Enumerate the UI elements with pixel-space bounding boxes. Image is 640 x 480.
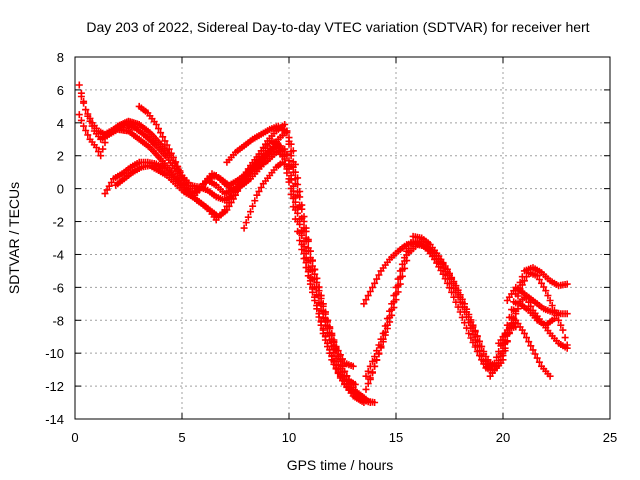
series-track-13	[495, 316, 554, 380]
x-tick-label: 15	[389, 430, 403, 445]
data-point-markers	[77, 93, 368, 406]
y-tick-label: -2	[52, 215, 64, 230]
y-tick-label: -6	[52, 280, 64, 295]
data-point-markers	[223, 122, 342, 360]
series-track-2	[77, 93, 368, 406]
x-tick-label: 10	[282, 430, 296, 445]
y-tick-label: -12	[45, 379, 64, 394]
y-tick-label: -8	[52, 313, 64, 328]
y-tick-label: -10	[45, 346, 64, 361]
x-tick-label: 25	[603, 430, 617, 445]
data-point-markers	[503, 283, 571, 352]
chart-title: Day 203 of 2022, Sidereal Day-to-day VTE…	[86, 19, 589, 35]
series-track-7	[223, 122, 342, 360]
axis-ticks: 0 5 10 15 20 25 -14 -12 -10 -8 -6 -4 -2 0 2 4 6 8	[45, 50, 617, 445]
plot-frame	[74, 56, 611, 420]
y-tick-label: 2	[57, 149, 64, 164]
y-axis-title: SDTVAR / TECUs	[6, 182, 22, 294]
x-tick-label: 20	[496, 430, 510, 445]
y-tick-label: 4	[57, 116, 64, 131]
data-point-markers	[240, 158, 379, 406]
series-track-11	[366, 232, 571, 383]
data-point-markers	[366, 232, 571, 383]
data-point-markers	[495, 316, 554, 380]
x-tick-label: 5	[178, 430, 185, 445]
series-track-12	[362, 237, 520, 380]
x-tick-label: 0	[71, 430, 78, 445]
y-tick-label: -14	[45, 412, 64, 427]
y-tick-label: 8	[57, 50, 64, 65]
y-tick-label: 0	[57, 182, 64, 197]
data-point-markers	[362, 237, 520, 380]
x-axis-title: GPS time / hours	[287, 457, 394, 473]
series-track-8	[240, 158, 379, 406]
data-layer	[75, 81, 571, 406]
series-track-3	[75, 111, 370, 403]
data-point-markers	[75, 111, 370, 403]
series-track-15	[503, 283, 571, 352]
y-tick-label: -4	[52, 247, 64, 262]
y-tick-label: 6	[57, 83, 64, 98]
